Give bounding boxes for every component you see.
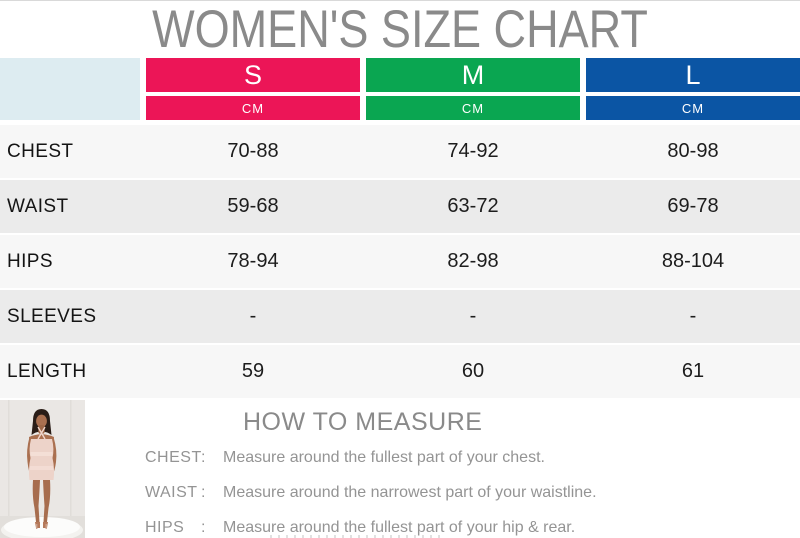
- instruction-colon: :: [201, 449, 206, 466]
- instruction-text: Measure around the fullest part of your …: [223, 519, 576, 536]
- table-row-chest: CHEST 70-88 74-92 80-98: [0, 125, 800, 178]
- instruction-colon: :: [201, 519, 206, 536]
- instruction-text: Measure around the fullest part of your …: [223, 449, 545, 466]
- cell-length-l: 61: [681, 360, 705, 382]
- cell-sleeves-m: -: [469, 305, 477, 327]
- header-unit-m: CM: [366, 96, 580, 120]
- size-table-body: CHEST 70-88 74-92 80-98 WAIST 59-68 63-7…: [0, 125, 800, 398]
- cutoff-text-hint: [270, 535, 445, 538]
- table-row-waist: WAIST 59-68 63-72 69-78: [0, 180, 800, 233]
- instruction-label: WAIST: [145, 484, 198, 501]
- how-to-measure-content: HOW TO MEASURE CHEST: Measure around the …: [85, 400, 800, 538]
- table-row-hips: HIPS 78-94 82-98 88-104: [0, 235, 800, 288]
- model-photo: [0, 400, 85, 538]
- instruction-hips: HIPS: Measure around the fullest part of …: [145, 519, 800, 537]
- cell-length-s: 59: [241, 360, 265, 382]
- how-to-measure-title: HOW TO MEASURE: [243, 408, 483, 436]
- cell-sleeves-l: -: [689, 305, 697, 327]
- header-corner-cell: [0, 58, 140, 120]
- header-size-s: S: [146, 58, 360, 92]
- header-size-l: L: [586, 58, 800, 92]
- header-size-m: M: [366, 58, 580, 92]
- header-unit-l: CM: [586, 96, 800, 120]
- cell-chest-m: 74-92: [447, 140, 499, 162]
- table-row-sleeves: SLEEVES - - -: [0, 290, 800, 343]
- cell-waist-l: 69-78: [667, 195, 719, 217]
- row-label: HIPS: [7, 250, 53, 272]
- header-unit-s: CM: [146, 96, 360, 120]
- instruction-waist: WAIST: Measure around the narrowest part …: [145, 484, 800, 502]
- instruction-chest: CHEST: Measure around the fullest part of…: [145, 449, 800, 467]
- instruction-text: Measure around the narrowest part of you…: [223, 484, 597, 501]
- cell-waist-s: 59-68: [227, 195, 279, 217]
- cell-length-m: 60: [461, 360, 485, 382]
- instruction-label: HIPS: [145, 519, 185, 536]
- size-table-header: S M L CM CM CM: [0, 58, 800, 120]
- instruction-colon: :: [201, 484, 206, 501]
- cell-waist-m: 63-72: [447, 195, 499, 217]
- cell-sleeves-s: -: [249, 305, 257, 327]
- cell-hips-s: 78-94: [227, 250, 279, 272]
- row-label: LENGTH: [7, 360, 87, 382]
- table-row-length: LENGTH 59 60 61: [0, 345, 800, 398]
- cell-chest-l: 80-98: [667, 140, 719, 162]
- cell-hips-l: 88-104: [661, 250, 725, 272]
- row-label: SLEEVES: [7, 305, 97, 327]
- row-label: CHEST: [7, 140, 74, 162]
- page-title: WOMEN'S SIZE CHART: [152, 0, 648, 59]
- instruction-label: CHEST: [145, 449, 202, 466]
- cell-hips-m: 82-98: [447, 250, 499, 272]
- cell-chest-s: 70-88: [227, 140, 279, 162]
- how-to-measure-section: HOW TO MEASURE CHEST: Measure around the …: [0, 400, 800, 538]
- row-label: WAIST: [7, 195, 69, 217]
